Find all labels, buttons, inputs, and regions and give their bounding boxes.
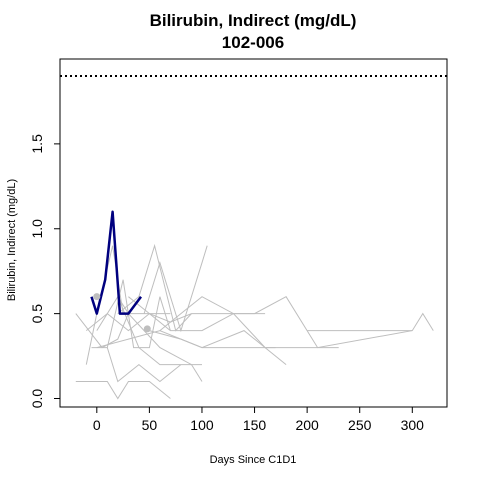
y-tick-label-3: 1.5 <box>29 134 45 154</box>
y-tick-label-2: 1.0 <box>29 219 45 239</box>
data-point-2 <box>144 325 151 332</box>
x-tick-label-0: 0 <box>93 417 101 433</box>
x-axis: 0 50 100 150 200 250 300 <box>93 407 424 433</box>
background-series-line-13 <box>149 331 338 348</box>
y-axis: 0.0 0.5 1.0 1.5 <box>29 134 60 408</box>
y-axis-label: Bilirubin, Indirect (mg/dL) <box>6 179 18 301</box>
background-series-group <box>76 246 434 399</box>
chart-title: Bilirubin, Indirect (mg/dL) <box>150 11 357 30</box>
chart-subtitle: 102-006 <box>222 33 284 52</box>
data-point-1 <box>93 293 100 300</box>
x-tick-label-300: 300 <box>401 417 425 433</box>
background-series-line-14 <box>202 297 433 348</box>
background-series-line-12 <box>97 331 276 348</box>
background-series-line-4 <box>76 382 171 399</box>
x-tick-label-150: 150 <box>243 417 267 433</box>
y-tick-label-0: 0.0 <box>29 389 45 409</box>
x-tick-label-250: 250 <box>348 417 372 433</box>
y-tick-label-1: 0.5 <box>29 304 45 324</box>
plot-area-border <box>60 59 447 407</box>
background-series-line-1 <box>76 314 129 348</box>
x-axis-label: Days Since C1D1 <box>210 454 297 466</box>
x-tick-label-100: 100 <box>190 417 214 433</box>
x-tick-label-50: 50 <box>142 417 158 433</box>
x-tick-label-200: 200 <box>295 417 319 433</box>
